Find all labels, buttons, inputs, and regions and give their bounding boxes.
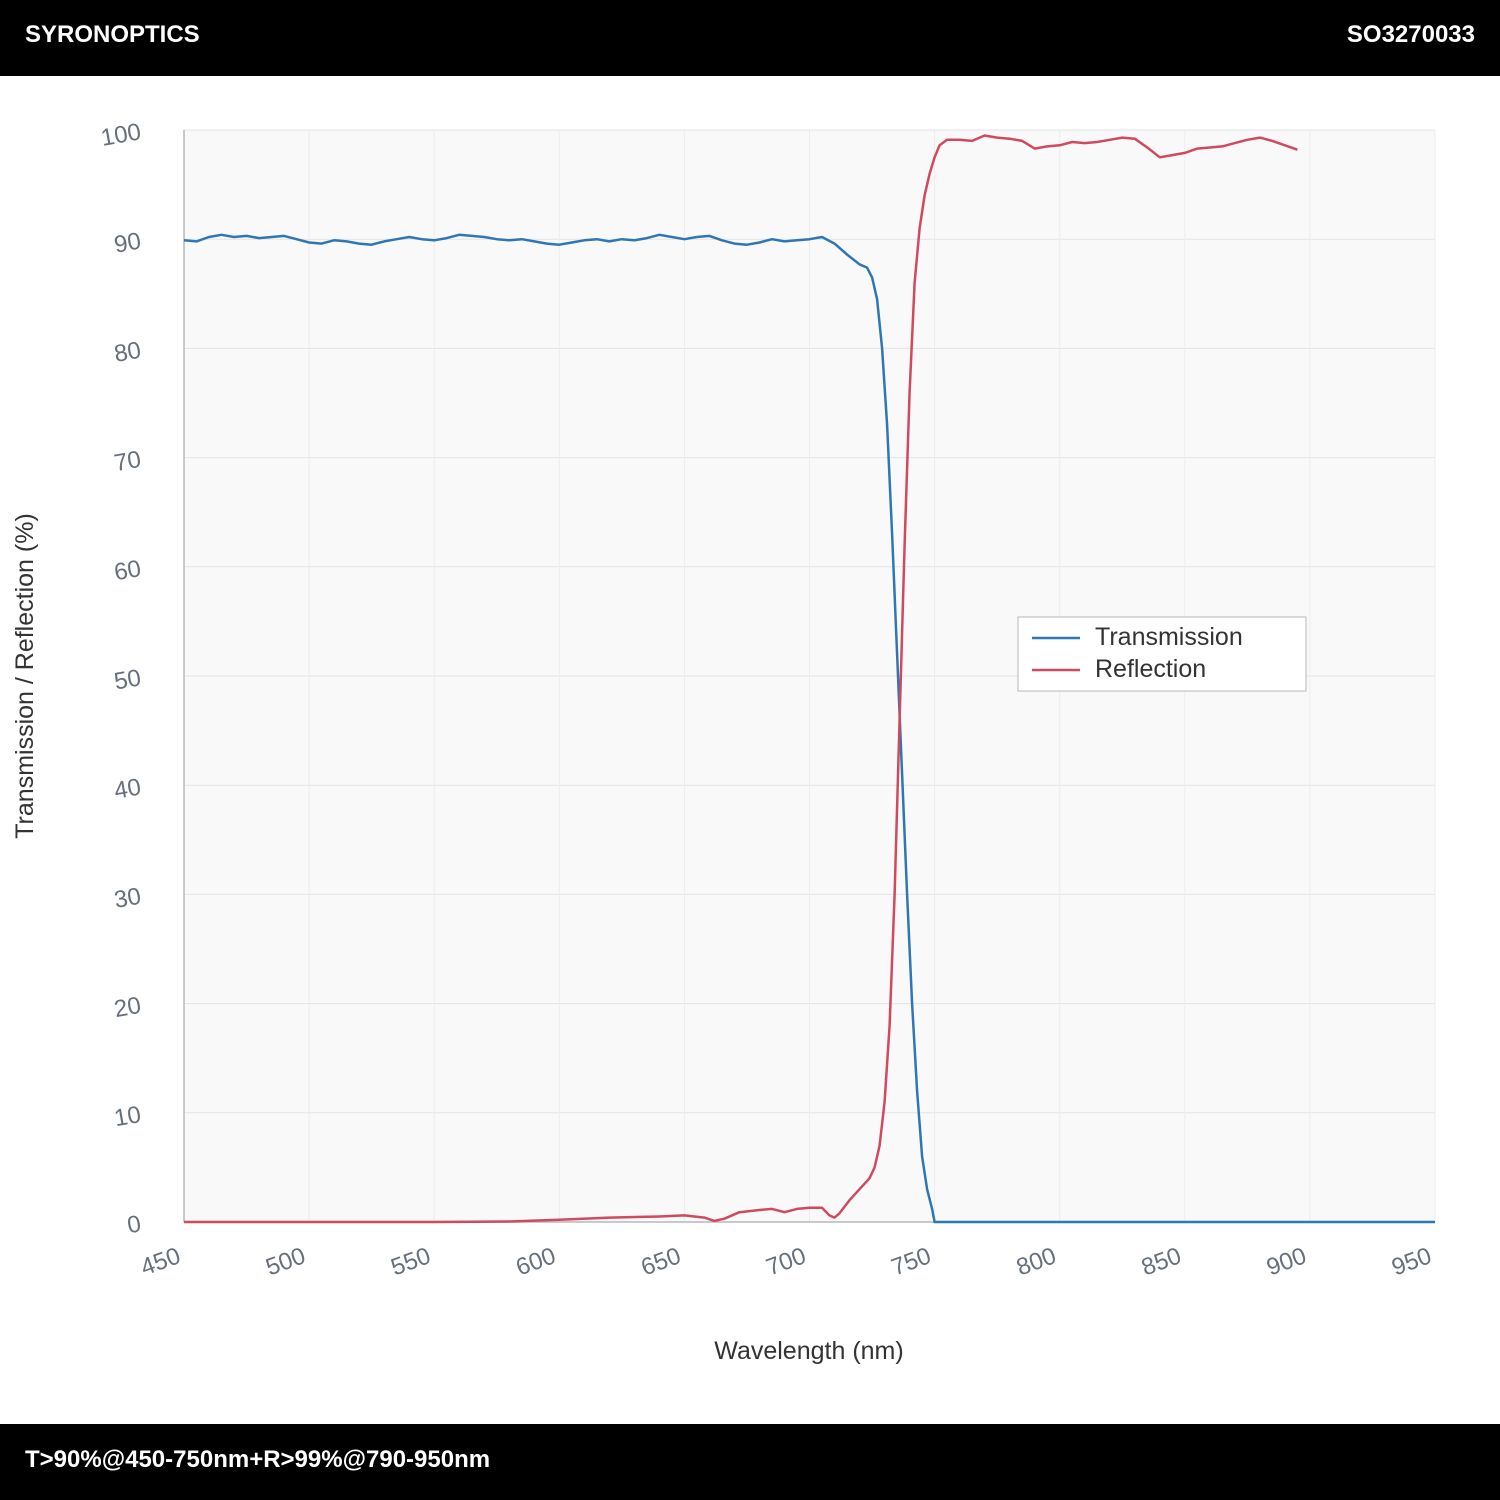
y-tick-label: 60 <box>112 555 143 586</box>
y-tick-label: 30 <box>112 883 143 914</box>
x-tick-label: 550 <box>387 1242 434 1281</box>
legend-label-reflection: Reflection <box>1095 655 1206 683</box>
y-tick-label: 10 <box>112 1101 143 1132</box>
x-tick-label: 800 <box>1013 1242 1060 1281</box>
series-line-reflection <box>184 134 1298 1224</box>
series-lines <box>183 134 1435 1224</box>
x-tick-label: 700 <box>763 1242 810 1281</box>
y-axis-title: Transmission / Reflection (%) <box>11 513 39 839</box>
x-tick-label: 650 <box>638 1242 685 1281</box>
x-tick-label: 450 <box>137 1242 184 1281</box>
y-tick-label: 80 <box>112 337 143 368</box>
y-tick-label: 100 <box>99 118 143 152</box>
y-tick-label: 20 <box>112 992 143 1023</box>
y-tick-label: 40 <box>112 774 143 805</box>
legend-box <box>1017 616 1307 692</box>
spec-text: T>90%@450-750nm+R>99%@790-950nm <box>25 1446 491 1473</box>
legend: Transmission Reflection <box>1017 616 1307 692</box>
x-tick-label: 500 <box>262 1242 309 1281</box>
y-tick-label: 50 <box>112 664 143 695</box>
header-bar: SYRONOPTICS SO3270033 <box>0 0 1500 76</box>
x-tick-label: 950 <box>1388 1242 1435 1281</box>
y-tick-label: 0 <box>125 1210 143 1239</box>
x-tick-labels: 450 500 550 600 650 700 750 800 850 900 950 <box>137 1242 1435 1281</box>
brand-name: SYRONOPTICS <box>25 21 200 48</box>
y-tick-labels: 0 10 20 30 40 50 60 70 80 90 100 <box>99 118 143 1239</box>
product-code: SO3270033 <box>1346 21 1475 48</box>
grid-lines <box>184 129 1436 1222</box>
legend-label-transmission: Transmission <box>1095 623 1243 651</box>
y-tick-label: 90 <box>112 228 143 259</box>
y-tick-label: 70 <box>112 446 143 477</box>
x-axis-title: Wavelength (nm) <box>714 1337 903 1365</box>
x-tick-label: 600 <box>512 1242 559 1281</box>
x-tick-label: 900 <box>1263 1242 1310 1281</box>
x-tick-label: 850 <box>1138 1242 1185 1281</box>
x-tick-label: 750 <box>888 1242 935 1281</box>
footer-bar: T>90%@450-750nm+R>99%@790-950nm <box>0 1424 1500 1500</box>
